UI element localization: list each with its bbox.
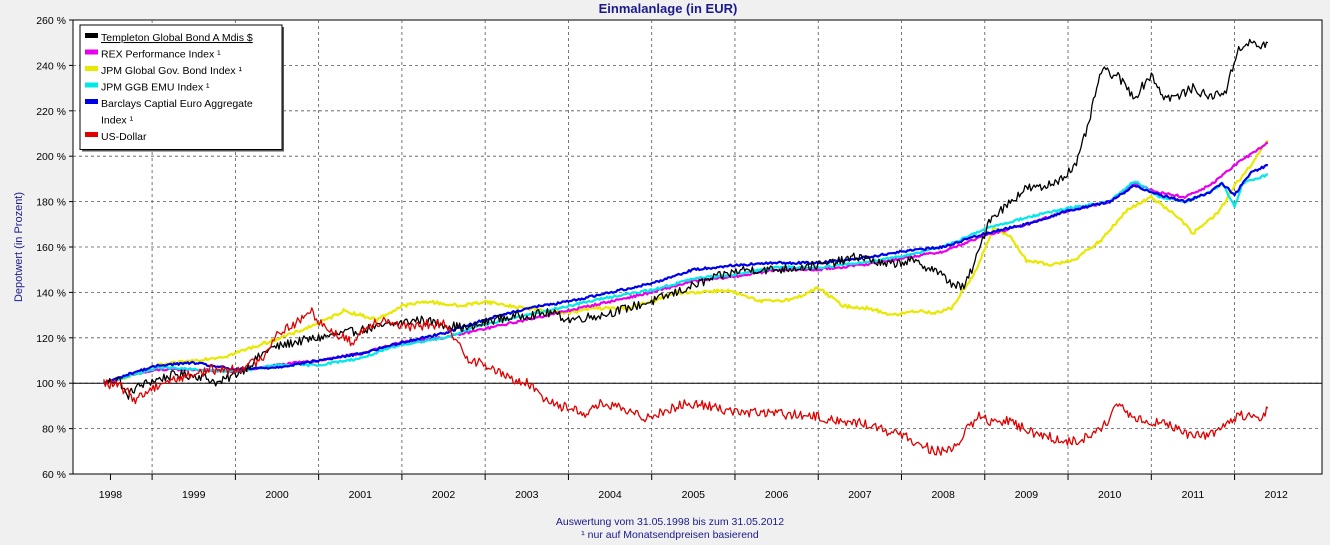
x-tick-label: 2006 — [765, 489, 789, 501]
legend-swatch — [85, 99, 98, 104]
y-axis: 60 % 80 % 100 % 120 % 140 % 160 % 180 % 200 % 22… — [36, 15, 73, 481]
legend-swatch — [85, 49, 98, 55]
x-tick-label: 2010 — [1098, 489, 1122, 501]
chart-title: Einmalanlage (in EUR) — [599, 1, 738, 16]
y-tick-label: 80 % — [42, 424, 66, 436]
x-tick-label: 1998 — [99, 489, 123, 501]
y-tick-label: 160 % — [36, 242, 66, 254]
legend-box — [79, 24, 283, 150]
x-tick-label: 2011 — [1182, 489, 1205, 501]
x-tick-label: 2000 — [265, 489, 289, 501]
x-tick-label: 2002 — [432, 489, 456, 501]
x-tick-label: 2009 — [1015, 489, 1039, 501]
x-tick-label: 2008 — [931, 489, 955, 501]
legend-item-label: Index ¹ — [101, 115, 134, 127]
series-line — [103, 307, 1269, 456]
y-tick-label: 180 % — [36, 197, 66, 209]
y-tick-label: 260 % — [36, 15, 66, 27]
footnote-line-1: Auswertung vom 31.05.1998 bis zum 31.05.… — [556, 516, 784, 528]
series-line — [103, 139, 1269, 384]
x-tick-label: 2012 — [1265, 489, 1289, 501]
legend-item-label: US-Dollar — [101, 131, 147, 143]
footnote-line-2: ¹ nur auf Monatsendpreisen basierend — [581, 529, 759, 541]
y-tick-label: 140 % — [36, 287, 66, 299]
legend-item-label: Templeton Global Bond A Mdis $ — [101, 32, 253, 44]
legend-swatch — [85, 82, 98, 88]
series-group — [103, 38, 1269, 456]
x-tick-label: 1999 — [182, 489, 206, 501]
legend: Templeton Global Bond A Mdis $ REX Perfor… — [79, 24, 284, 152]
x-tick-label: 2005 — [682, 489, 706, 501]
legend-item-label: JPM Global Gov. Bond Index ¹ — [101, 65, 243, 77]
x-tick-label: 2007 — [848, 489, 872, 501]
legend-swatch — [85, 132, 98, 137]
legend-swatch — [85, 66, 98, 71]
y-tick-label: 200 % — [36, 151, 66, 163]
legend-item-label: Barclays Captial Euro Aggregate — [101, 98, 253, 110]
legend-item-label: JPM GGB EMU Index ¹ — [101, 82, 210, 94]
series-line — [103, 38, 1269, 400]
y-tick-label: 120 % — [36, 333, 66, 345]
x-tick-label: 2004 — [598, 489, 622, 501]
x-tick-label: 2001 — [349, 489, 373, 501]
series-line — [103, 163, 1269, 384]
y-tick-label: 220 % — [36, 106, 66, 118]
y-axis-label: Depotwert (in Prozent) — [13, 192, 25, 302]
y-tick-label: 240 % — [36, 60, 66, 72]
legend-swatch — [85, 33, 98, 38]
x-axis: 1998 1999 2000 2001 2002 2003 2004 2005 2006 2007… — [99, 474, 1288, 501]
y-tick-label: 60 % — [42, 469, 66, 481]
x-tick-label: 2003 — [515, 489, 539, 501]
y-tick-label: 100 % — [36, 378, 66, 390]
legend-item-label: REX Performance Index ¹ — [101, 49, 221, 61]
